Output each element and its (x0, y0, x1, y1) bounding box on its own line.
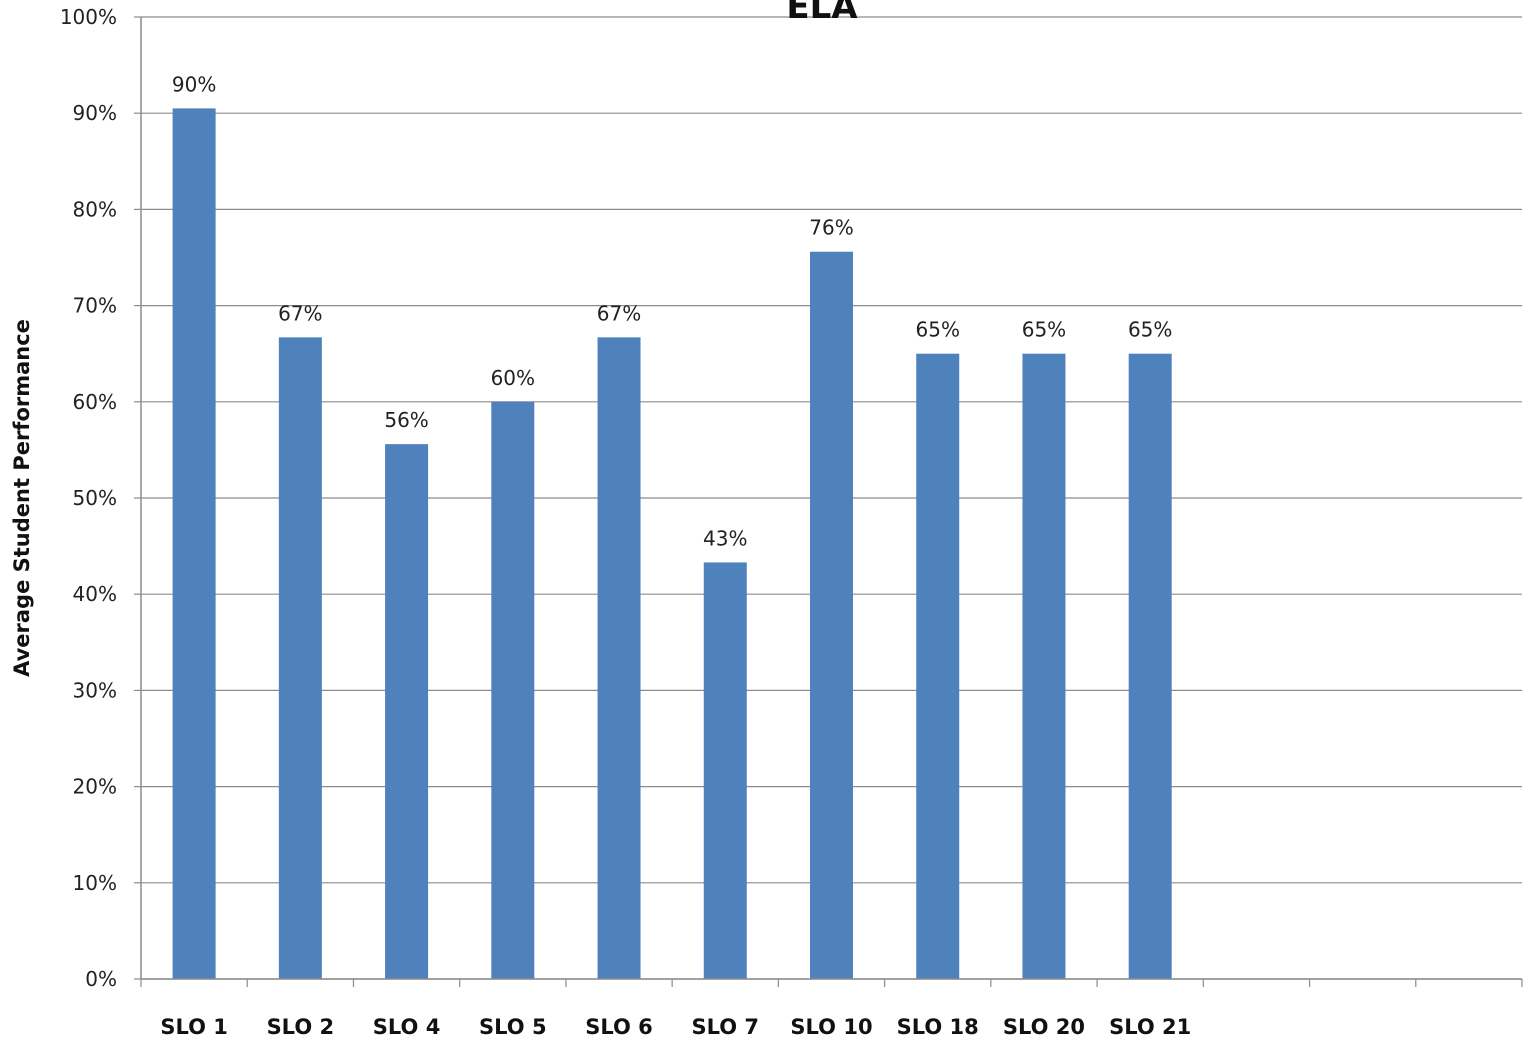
x-category-label: SLO 5 (479, 1015, 547, 1039)
y-tick-label: 100% (60, 5, 117, 29)
data-label: 65% (1128, 318, 1172, 342)
x-category-label: SLO 7 (691, 1015, 759, 1039)
data-label: 60% (491, 366, 535, 390)
y-tick-label: 70% (73, 294, 117, 318)
data-label: 65% (916, 318, 960, 342)
y-tick-label: 60% (73, 390, 117, 414)
y-tick-label: 80% (73, 197, 117, 221)
y-tick-label: 10% (73, 871, 117, 895)
x-category-label: SLO 18 (897, 1015, 979, 1039)
bar-slo-1 (172, 108, 216, 979)
y-axis-label: Average Student Performance (10, 319, 34, 677)
y-tick-label: 0% (85, 967, 117, 991)
y-tick-label: 30% (73, 678, 117, 702)
bar-slo-18 (916, 353, 960, 979)
bar-slo-21 (1128, 353, 1172, 979)
data-label: 43% (703, 526, 747, 550)
y-tick-label: 90% (73, 101, 117, 125)
x-category-label: SLO 4 (373, 1015, 441, 1039)
x-category-label: SLO 2 (267, 1015, 335, 1039)
bar-slo-6 (597, 337, 641, 979)
bar-slo-2 (278, 337, 322, 979)
x-category-label: SLO 10 (790, 1015, 872, 1039)
axes (134, 16, 1523, 987)
bar-slo-4 (385, 444, 429, 979)
bar-slo-7 (703, 562, 747, 979)
data-label: 90% (172, 72, 216, 96)
chart-title: ELA (786, 0, 858, 27)
x-category-label: SLO 21 (1109, 1015, 1191, 1039)
x-category-label: SLO 20 (1003, 1015, 1085, 1039)
y-tick-label: 40% (73, 582, 117, 606)
y-tick-label: 50% (73, 486, 117, 510)
data-label: 67% (597, 301, 641, 325)
bar-slo-5 (491, 401, 535, 979)
data-label: 76% (809, 216, 853, 240)
data-label: 56% (384, 408, 428, 432)
data-label: 65% (1022, 318, 1066, 342)
labels: 0% 10% 20% 30% 40% 50% 60% 70% 80% 90% 100% 90% SLO … (60, 5, 1191, 1039)
bars (172, 108, 1172, 979)
data-label: 67% (278, 301, 322, 325)
x-category-label: SLO 6 (585, 1015, 653, 1039)
bar-slo-10 (810, 251, 853, 979)
bar-slo-20 (1022, 353, 1066, 979)
y-tick-label: 20% (73, 775, 117, 799)
x-category-label: SLO 1 (160, 1015, 228, 1039)
